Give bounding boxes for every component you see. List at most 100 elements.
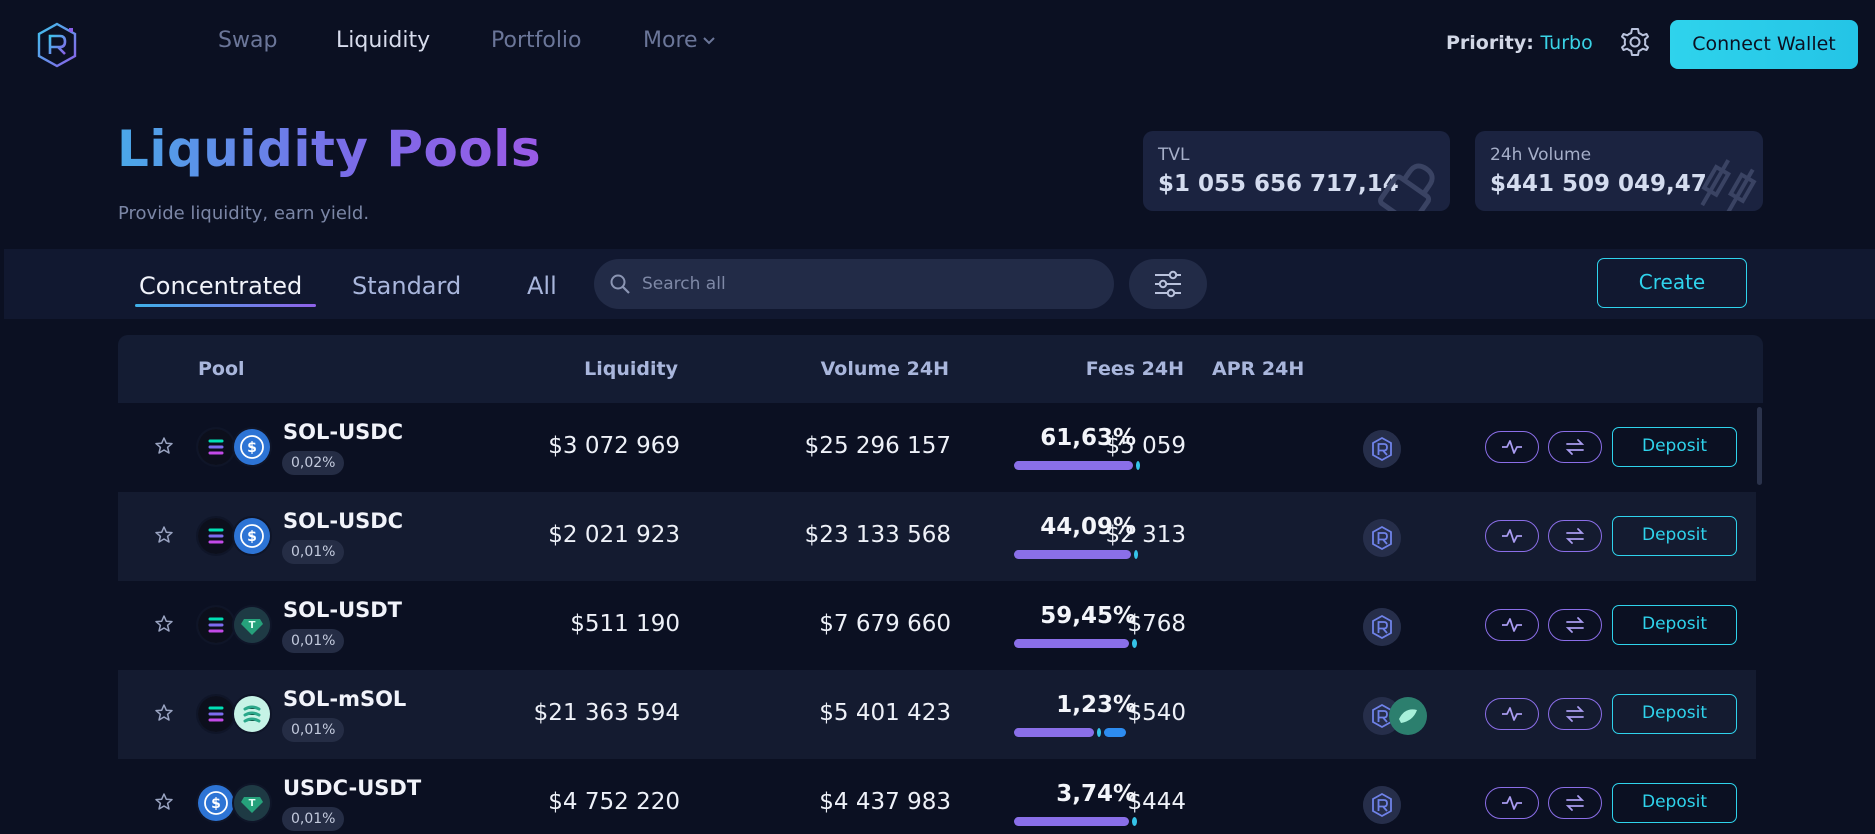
star-icon[interactable] <box>154 525 174 545</box>
nav-portfolio[interactable]: Portfolio <box>491 28 582 53</box>
pool-swap-button[interactable] <box>1548 609 1602 641</box>
create-pool-button[interactable]: Create <box>1597 258 1747 308</box>
tvl-card: TVL $1 055 656 717,14 <box>1143 131 1450 211</box>
pool-chart-button[interactable] <box>1485 520 1539 552</box>
deposit-button[interactable]: Deposit <box>1612 516 1737 556</box>
msol-reward-icon[interactable] <box>1389 697 1427 735</box>
apr-bar-segment <box>1014 639 1129 648</box>
ray-reward-icon[interactable] <box>1363 430 1401 468</box>
fees-24h-value: $768 <box>1127 611 1186 637</box>
table-row[interactable]: SOL-mSOL 0,01% $21 363 594 $5 401 423 $540 1,… <box>118 670 1756 759</box>
sol-token-icon <box>196 427 236 467</box>
liquidity-value: $3 072 969 <box>548 433 680 459</box>
volume-card: 24h Volume $441 509 049,47 <box>1475 131 1763 211</box>
usdc-token-icon: $ <box>232 427 272 467</box>
pool-pair-name[interactable]: SOL-USDC <box>283 420 404 444</box>
sol-token-icon <box>196 694 236 734</box>
swap-arrows-icon <box>1565 795 1585 811</box>
pool-chart-button[interactable] <box>1485 609 1539 641</box>
priority-value: Turbo <box>1540 32 1593 54</box>
fee-tier-badge: 0,01% <box>282 540 345 564</box>
deposit-button[interactable]: Deposit <box>1612 694 1737 734</box>
tab-concentrated[interactable]: Concentrated <box>139 272 303 300</box>
table-row[interactable]: T SOL-USDT 0,01% $511 190 $7 679 660 $768 59,4… <box>118 581 1756 670</box>
fees-24h-value: $540 <box>1127 700 1186 726</box>
chevron-down-icon <box>702 37 715 45</box>
star-icon[interactable] <box>154 703 174 723</box>
liquidity-value: $4 752 220 <box>548 789 680 815</box>
fee-tier-badge: 0,01% <box>282 718 345 742</box>
column-liquidity[interactable]: Liquidity <box>584 358 678 380</box>
pool-pair-name[interactable]: SOL-mSOL <box>283 687 407 711</box>
column-fees-24h[interactable]: Fees 24H <box>1085 358 1184 380</box>
volume-label: 24h Volume <box>1490 145 1592 165</box>
apr-breakdown-bar[interactable] <box>1014 728 1140 737</box>
apr-breakdown-bar[interactable] <box>1014 817 1140 826</box>
gear-icon[interactable] <box>1619 26 1651 58</box>
search-input[interactable] <box>642 259 1092 309</box>
apr-24h-value: 59,45% <box>1040 603 1136 629</box>
lock-icon <box>1378 163 1435 211</box>
column-apr-24h[interactable]: APR 24H <box>1212 358 1305 380</box>
table-row[interactable]: $ SOL-USDC 0,01% $2 021 923 $23 133 568 $2 31… <box>118 492 1756 581</box>
ray-reward-icon[interactable] <box>1363 519 1401 557</box>
column-volume-24h[interactable]: Volume 24H <box>820 358 949 380</box>
top-nav: Swap Liquidity Portfolio More Priority: … <box>0 0 1875 88</box>
tab-standard[interactable]: Standard <box>352 272 462 300</box>
nav-liquidity[interactable]: Liquidity <box>336 28 431 53</box>
nav-more[interactable]: More <box>643 28 716 53</box>
apr-bar-segment <box>1132 817 1137 826</box>
raydium-logo-icon[interactable] <box>36 22 78 68</box>
svg-text:T: T <box>249 798 256 809</box>
swap-arrows-icon <box>1565 439 1585 455</box>
pool-swap-button[interactable] <box>1548 431 1602 463</box>
apr-24h-value: 1,23% <box>1056 692 1136 718</box>
priority-selector[interactable]: Priority: Turbo <box>1446 32 1593 54</box>
apr-breakdown-bar[interactable] <box>1014 461 1140 470</box>
apr-bar-segment <box>1132 639 1137 648</box>
deposit-button[interactable]: Deposit <box>1612 783 1737 823</box>
ray-reward-icon[interactable] <box>1363 786 1401 824</box>
pool-pair-name[interactable]: SOL-USDC <box>283 509 404 533</box>
column-pool[interactable]: Pool <box>198 358 245 380</box>
nav-swap[interactable]: Swap <box>218 28 278 53</box>
pool-swap-button[interactable] <box>1548 698 1602 730</box>
pool-chart-button[interactable] <box>1485 431 1539 463</box>
table-header: Pool Liquidity Volume 24H Fees 24H APR 2… <box>118 335 1763 403</box>
table-row[interactable]: $ SOL-USDC 0,02% $3 072 969 $25 296 157 $5 05… <box>118 403 1756 492</box>
swap-arrows-icon <box>1565 528 1585 544</box>
deposit-button[interactable]: Deposit <box>1612 605 1737 645</box>
tvl-value: $1 055 656 717,14 <box>1158 171 1399 197</box>
apr-breakdown-bar[interactable] <box>1014 550 1140 559</box>
activity-icon <box>1502 796 1522 810</box>
pool-swap-button[interactable] <box>1548 520 1602 552</box>
volume-24h-value: $25 296 157 <box>804 433 951 459</box>
star-icon[interactable] <box>154 436 174 456</box>
volume-24h-value: $4 437 983 <box>819 789 951 815</box>
star-icon[interactable] <box>154 792 174 812</box>
tab-all[interactable]: All <box>527 272 557 300</box>
table-row[interactable]: $ T USDC-USDT 0,01% $4 752 220 $4 437 983 $444… <box>118 759 1756 834</box>
filter-button[interactable] <box>1129 259 1207 309</box>
pool-pair-name[interactable]: SOL-USDT <box>283 598 403 622</box>
usdc-token-icon: $ <box>196 783 236 823</box>
volume-24h-value: $23 133 568 <box>804 522 951 548</box>
pool-swap-button[interactable] <box>1548 787 1602 819</box>
table-scrollbar[interactable] <box>1757 407 1762 485</box>
apr-24h-value: 3,74% <box>1056 781 1136 807</box>
apr-breakdown-bar[interactable] <box>1014 639 1140 648</box>
star-icon[interactable] <box>154 614 174 634</box>
fee-tier-badge: 0,01% <box>282 807 345 831</box>
pool-chart-button[interactable] <box>1485 698 1539 730</box>
ray-reward-icon[interactable] <box>1363 608 1401 646</box>
svg-text:$: $ <box>247 440 257 456</box>
pool-chart-button[interactable] <box>1485 787 1539 819</box>
liquidity-value: $21 363 594 <box>533 700 680 726</box>
swap-arrows-icon <box>1565 617 1585 633</box>
active-tab-indicator <box>135 304 316 307</box>
deposit-button[interactable]: Deposit <box>1612 427 1737 467</box>
connect-wallet-button[interactable]: Connect Wallet <box>1670 20 1858 69</box>
pool-pair-name[interactable]: USDC-USDT <box>283 776 422 800</box>
candlestick-icon <box>1700 159 1757 211</box>
fee-tier-badge: 0,02% <box>282 451 345 475</box>
